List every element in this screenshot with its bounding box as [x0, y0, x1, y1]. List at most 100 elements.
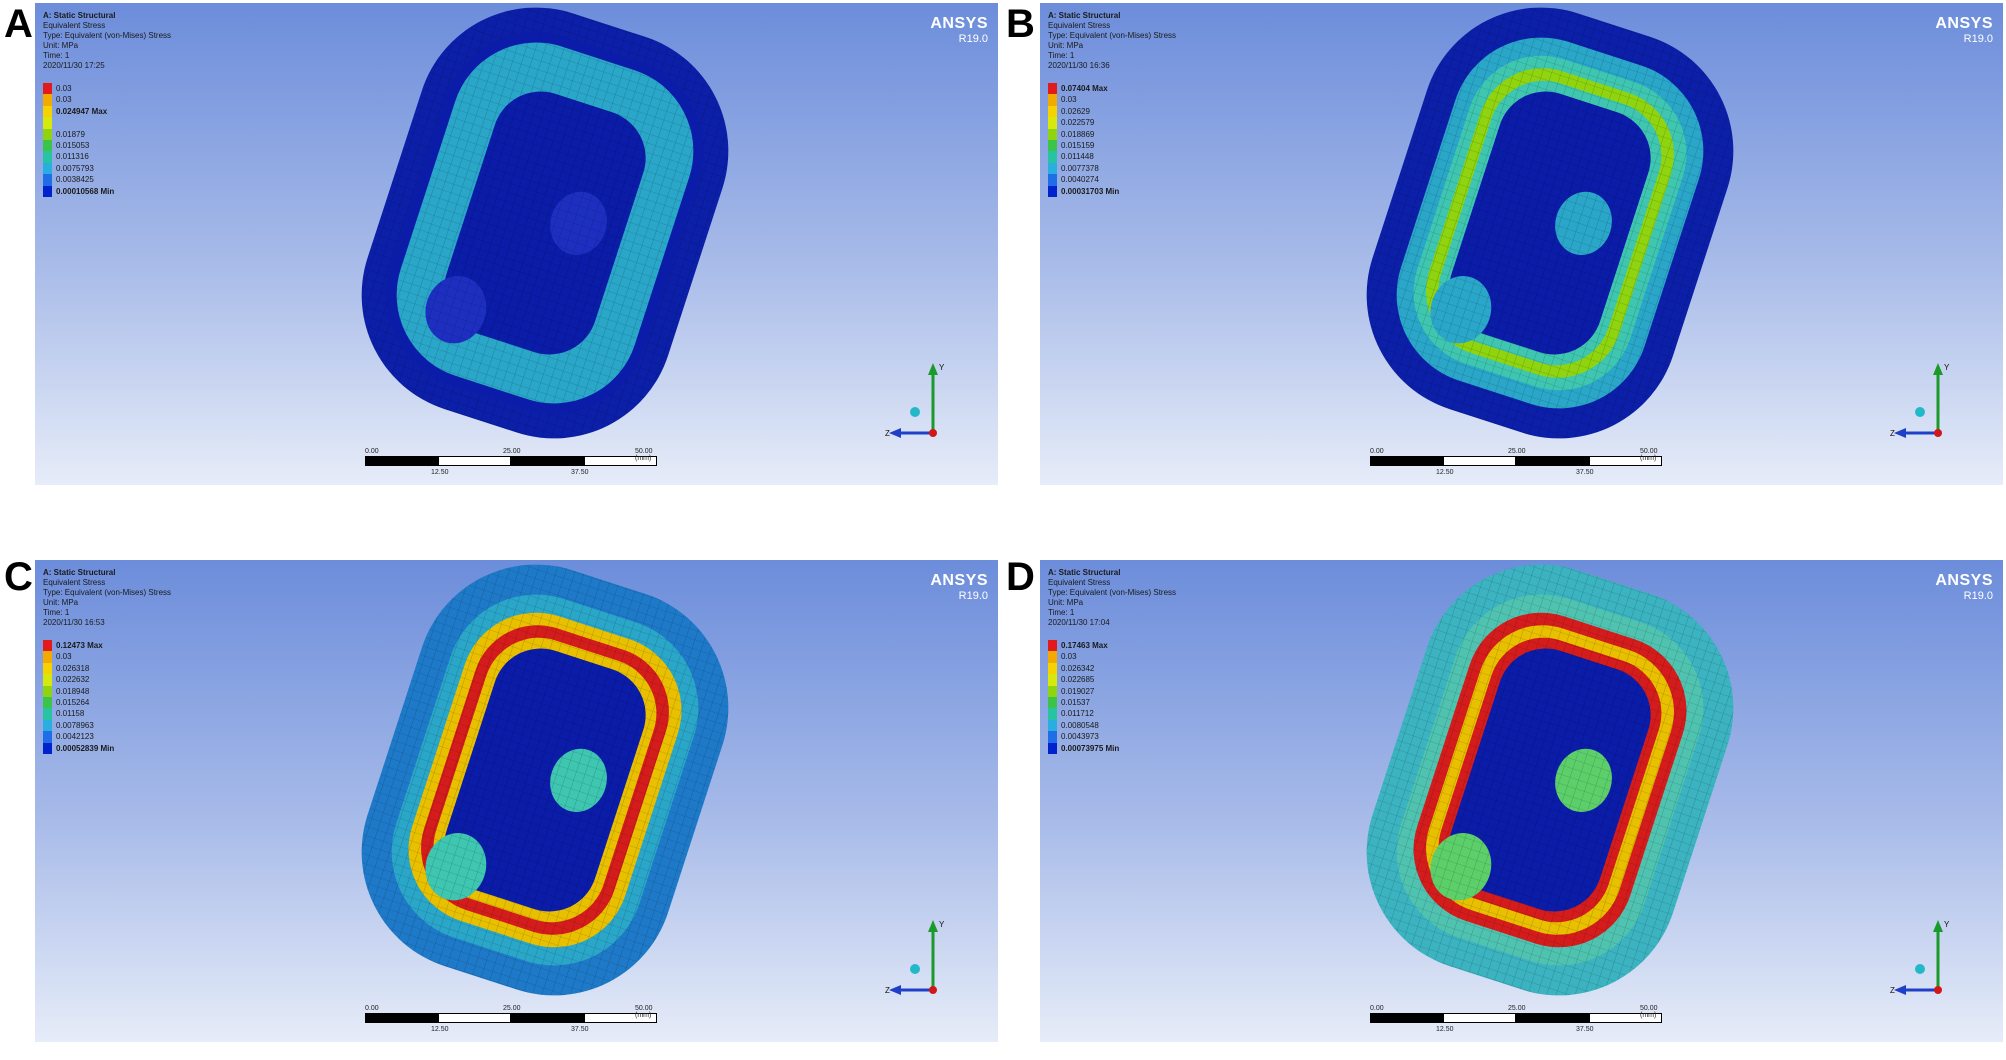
scale-bar: 0.00 25.00 50.00 (mm) 12.50 37.50: [365, 448, 665, 478]
x-axis-dot: [1934, 986, 1942, 994]
legend-row: 0.0043973: [1048, 731, 1119, 743]
legend-value: 0.0077378: [1061, 163, 1099, 173]
legend-row: 0.07404 Max: [1048, 83, 1119, 95]
legend-row: 0.17463 Max: [1048, 640, 1119, 652]
ansys-viewport[interactable]: A: Static Structural Equivalent Stress Typ…: [35, 3, 998, 485]
stress-contour-model: [1366, 564, 1734, 996]
legend-row: 0.0080548: [1048, 719, 1119, 732]
legend-value: 0.00052839 Min: [56, 743, 115, 753]
scale-segment: [365, 456, 438, 466]
legend-swatch: [43, 742, 52, 754]
z-axis-label: Z: [1890, 429, 1895, 438]
legend-swatch: [43, 139, 52, 152]
legend-value: 0.01537: [1061, 697, 1090, 707]
legend-swatch: [43, 674, 52, 686]
scale-segment: [1516, 1013, 1589, 1023]
scale-segment: [584, 456, 657, 466]
legend-row: 0.0040274: [1048, 174, 1119, 186]
legend-row: 0.015264: [43, 696, 114, 709]
legend-row: 0.0038425: [43, 174, 114, 186]
panel-letter: A: [4, 2, 33, 46]
scale-segment: [1370, 456, 1443, 466]
legend-swatch: [1048, 674, 1057, 686]
stress-legend: 0.03 0.03 0.024947 Max 0.01879 0.015053 0.011…: [43, 83, 114, 197]
legend-value: 0.0078963: [56, 720, 94, 730]
legend-row: 0.018869: [1048, 128, 1119, 140]
legend-row: 0.015053: [43, 139, 114, 152]
scale-label: 50.00 (mm): [1640, 448, 1658, 462]
scale-segment: [1443, 1013, 1516, 1023]
legend-swatch: [43, 640, 52, 652]
scale-label: 25.00: [1508, 1005, 1526, 1012]
legend-swatch: [43, 185, 52, 197]
legend-value: 0.00010568 Min: [56, 186, 115, 196]
legend-row: 0.03: [43, 651, 114, 663]
legend-row: 0.026318: [43, 662, 114, 675]
legend-swatch: [43, 162, 52, 175]
legend-swatch: [1048, 640, 1057, 652]
scale-label: 12.50: [431, 1026, 449, 1033]
legend-swatch: [1048, 105, 1057, 118]
legend-row: 0.03: [1048, 94, 1119, 106]
info-type: Type: Equivalent (von-Mises) Stress: [1048, 588, 1177, 597]
result-info: A: Static Structural Equivalent Stress Typ…: [1048, 568, 1176, 628]
legend-row: 0.00073975 Min: [1048, 742, 1119, 754]
result-info: A: Static Structural Equivalent Stress Typ…: [1048, 11, 1176, 71]
legend-value: 0.015264: [56, 697, 90, 707]
info-title: A: Static Structural: [43, 11, 116, 20]
info-title: A: Static Structural: [43, 568, 116, 577]
y-axis-label: Y: [1944, 920, 1950, 929]
scale-label: 25.00: [1508, 448, 1526, 455]
ansys-viewport[interactable]: A: Static Structural Equivalent Stress Typ…: [1040, 3, 2003, 485]
legend-swatch: [43, 117, 52, 129]
z-axis-label: Z: [885, 429, 890, 438]
legend-value: 0.024947 Max: [56, 106, 108, 116]
legend-swatch: [43, 83, 52, 95]
legend-swatch: [1048, 742, 1057, 754]
legend-value: 0.0040274: [1061, 175, 1099, 185]
stress-contour-model: [361, 564, 729, 996]
info-date: 2020/11/30 16:53: [43, 618, 105, 627]
scale-label: 0.00: [1370, 448, 1384, 455]
legend-swatch: [43, 94, 52, 106]
scale-label: 0.00: [365, 1005, 379, 1012]
legend-row: 0.03: [43, 83, 114, 95]
legend-swatch: [1048, 662, 1057, 675]
scale-segment: [511, 1013, 584, 1023]
legend-row: 0.026342: [1048, 662, 1119, 675]
scale-label: 0.00: [1370, 1005, 1384, 1012]
info-time: Time: 1: [43, 51, 70, 60]
ansys-viewport[interactable]: A: Static Structural Equivalent Stress Typ…: [35, 560, 998, 1042]
stress-legend: 0.12473 Max 0.03 0.026318 0.022632 0.018948 0…: [43, 640, 114, 754]
legend-value: 0.018869: [1061, 129, 1095, 139]
legend-row: 0.018948: [43, 685, 114, 697]
legend-value: 0.026318: [56, 663, 90, 673]
scale-label: 37.50: [571, 469, 589, 476]
info-unit: Unit: MPa: [43, 598, 79, 607]
legend-swatch: [43, 696, 52, 709]
ansys-logo: ANSYS R19.0: [1935, 15, 1993, 45]
legend-value: 0.07404 Max: [1061, 84, 1108, 93]
y-axis-label: Y: [939, 363, 945, 372]
legend-swatch: [43, 685, 52, 697]
legend-swatch: [1048, 83, 1057, 95]
scale-segment: [1589, 456, 1662, 466]
y-axis-label: Y: [939, 920, 945, 929]
legend-swatch: [1048, 719, 1057, 732]
legend-row: 0.12473 Max: [43, 640, 114, 652]
legend-value: 0.17463 Max: [1061, 641, 1108, 650]
scale-label: 50.00 (mm): [635, 1005, 653, 1019]
info-time: Time: 1: [1048, 51, 1075, 60]
scale-bar: 0.00 25.00 50.00 (mm) 12.50 37.50: [1370, 448, 1670, 478]
info-title: A: Static Structural: [1048, 11, 1121, 20]
panel-letter: C: [4, 555, 33, 599]
legend-swatch: [1048, 708, 1057, 720]
legend-value: 0.019027: [1061, 686, 1095, 696]
legend-value: 0.0080548: [1061, 720, 1099, 730]
z-axis-label: Z: [1890, 986, 1895, 995]
ansys-viewport[interactable]: A: Static Structural Equivalent Stress Typ…: [1040, 560, 2003, 1042]
info-time: Time: 1: [43, 608, 70, 617]
